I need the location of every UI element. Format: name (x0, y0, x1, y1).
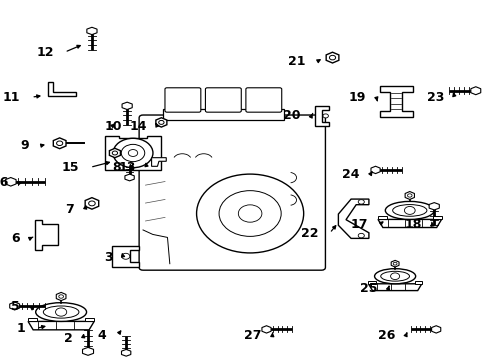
Circle shape (113, 138, 153, 168)
Text: 18: 18 (403, 219, 421, 231)
Text: 5: 5 (11, 300, 20, 313)
FancyBboxPatch shape (245, 88, 281, 112)
Text: 2: 2 (63, 332, 72, 345)
Polygon shape (414, 281, 421, 284)
Polygon shape (377, 219, 441, 228)
Polygon shape (87, 27, 97, 35)
Ellipse shape (36, 303, 86, 321)
FancyBboxPatch shape (139, 115, 325, 270)
Circle shape (322, 114, 328, 118)
Polygon shape (85, 198, 99, 209)
Polygon shape (151, 158, 166, 166)
Text: 4: 4 (98, 329, 106, 342)
Polygon shape (10, 302, 20, 310)
Text: 3: 3 (103, 251, 112, 264)
Polygon shape (377, 216, 386, 219)
Polygon shape (325, 52, 338, 63)
Polygon shape (156, 118, 166, 127)
Ellipse shape (385, 201, 433, 219)
Polygon shape (56, 292, 66, 301)
Polygon shape (315, 106, 328, 126)
Text: 20: 20 (283, 109, 300, 122)
Circle shape (56, 308, 66, 316)
Polygon shape (428, 203, 438, 210)
Text: 27: 27 (244, 329, 261, 342)
Polygon shape (262, 326, 270, 333)
Text: 16: 16 (0, 176, 9, 189)
Circle shape (390, 273, 399, 280)
Circle shape (128, 149, 138, 157)
Circle shape (121, 144, 144, 162)
Circle shape (358, 200, 364, 204)
Ellipse shape (392, 204, 426, 216)
Circle shape (59, 295, 63, 298)
Circle shape (392, 262, 396, 265)
Circle shape (404, 206, 414, 214)
Polygon shape (112, 246, 139, 267)
Text: 7: 7 (65, 203, 74, 216)
Polygon shape (53, 138, 66, 149)
Text: 1: 1 (17, 322, 25, 335)
Circle shape (358, 233, 364, 238)
Text: 26: 26 (377, 329, 394, 342)
Polygon shape (48, 82, 76, 96)
Text: 14: 14 (129, 120, 146, 133)
Text: 24: 24 (341, 168, 359, 181)
Text: 15: 15 (61, 161, 79, 174)
Polygon shape (431, 326, 440, 333)
Polygon shape (28, 318, 37, 321)
Circle shape (219, 191, 281, 237)
Polygon shape (432, 216, 441, 219)
Circle shape (159, 121, 163, 124)
Polygon shape (104, 136, 161, 170)
Text: 11: 11 (3, 91, 20, 104)
Text: 8: 8 (112, 161, 121, 174)
Text: 13: 13 (118, 161, 136, 174)
Polygon shape (404, 192, 414, 199)
Circle shape (112, 151, 117, 155)
Circle shape (196, 174, 303, 253)
Polygon shape (35, 220, 58, 250)
Polygon shape (122, 102, 132, 109)
FancyBboxPatch shape (205, 88, 241, 112)
Ellipse shape (374, 269, 415, 284)
Circle shape (57, 141, 62, 145)
Ellipse shape (43, 306, 79, 318)
Polygon shape (124, 174, 134, 181)
Polygon shape (390, 260, 398, 267)
Text: 10: 10 (104, 120, 122, 133)
Bar (163, 109, 284, 120)
Polygon shape (470, 87, 480, 95)
Text: 12: 12 (36, 46, 54, 59)
Polygon shape (28, 321, 94, 330)
Text: 6: 6 (11, 232, 20, 245)
Polygon shape (338, 199, 368, 238)
Circle shape (238, 205, 262, 222)
Text: 25: 25 (359, 282, 377, 295)
Text: 17: 17 (349, 219, 367, 231)
Circle shape (329, 55, 335, 60)
Polygon shape (109, 148, 120, 158)
Circle shape (407, 194, 411, 197)
Text: 19: 19 (347, 91, 365, 104)
Text: 22: 22 (301, 227, 318, 240)
Polygon shape (379, 86, 412, 117)
Text: 23: 23 (426, 91, 443, 104)
Text: 21: 21 (287, 55, 305, 68)
Polygon shape (370, 166, 379, 174)
Polygon shape (121, 350, 131, 356)
Circle shape (88, 201, 95, 206)
Polygon shape (85, 318, 94, 321)
FancyBboxPatch shape (164, 88, 201, 112)
Circle shape (122, 253, 129, 259)
Polygon shape (82, 347, 93, 355)
Polygon shape (367, 284, 421, 291)
Polygon shape (5, 177, 16, 186)
Polygon shape (367, 281, 375, 284)
Ellipse shape (380, 271, 408, 281)
Text: 9: 9 (20, 139, 29, 152)
